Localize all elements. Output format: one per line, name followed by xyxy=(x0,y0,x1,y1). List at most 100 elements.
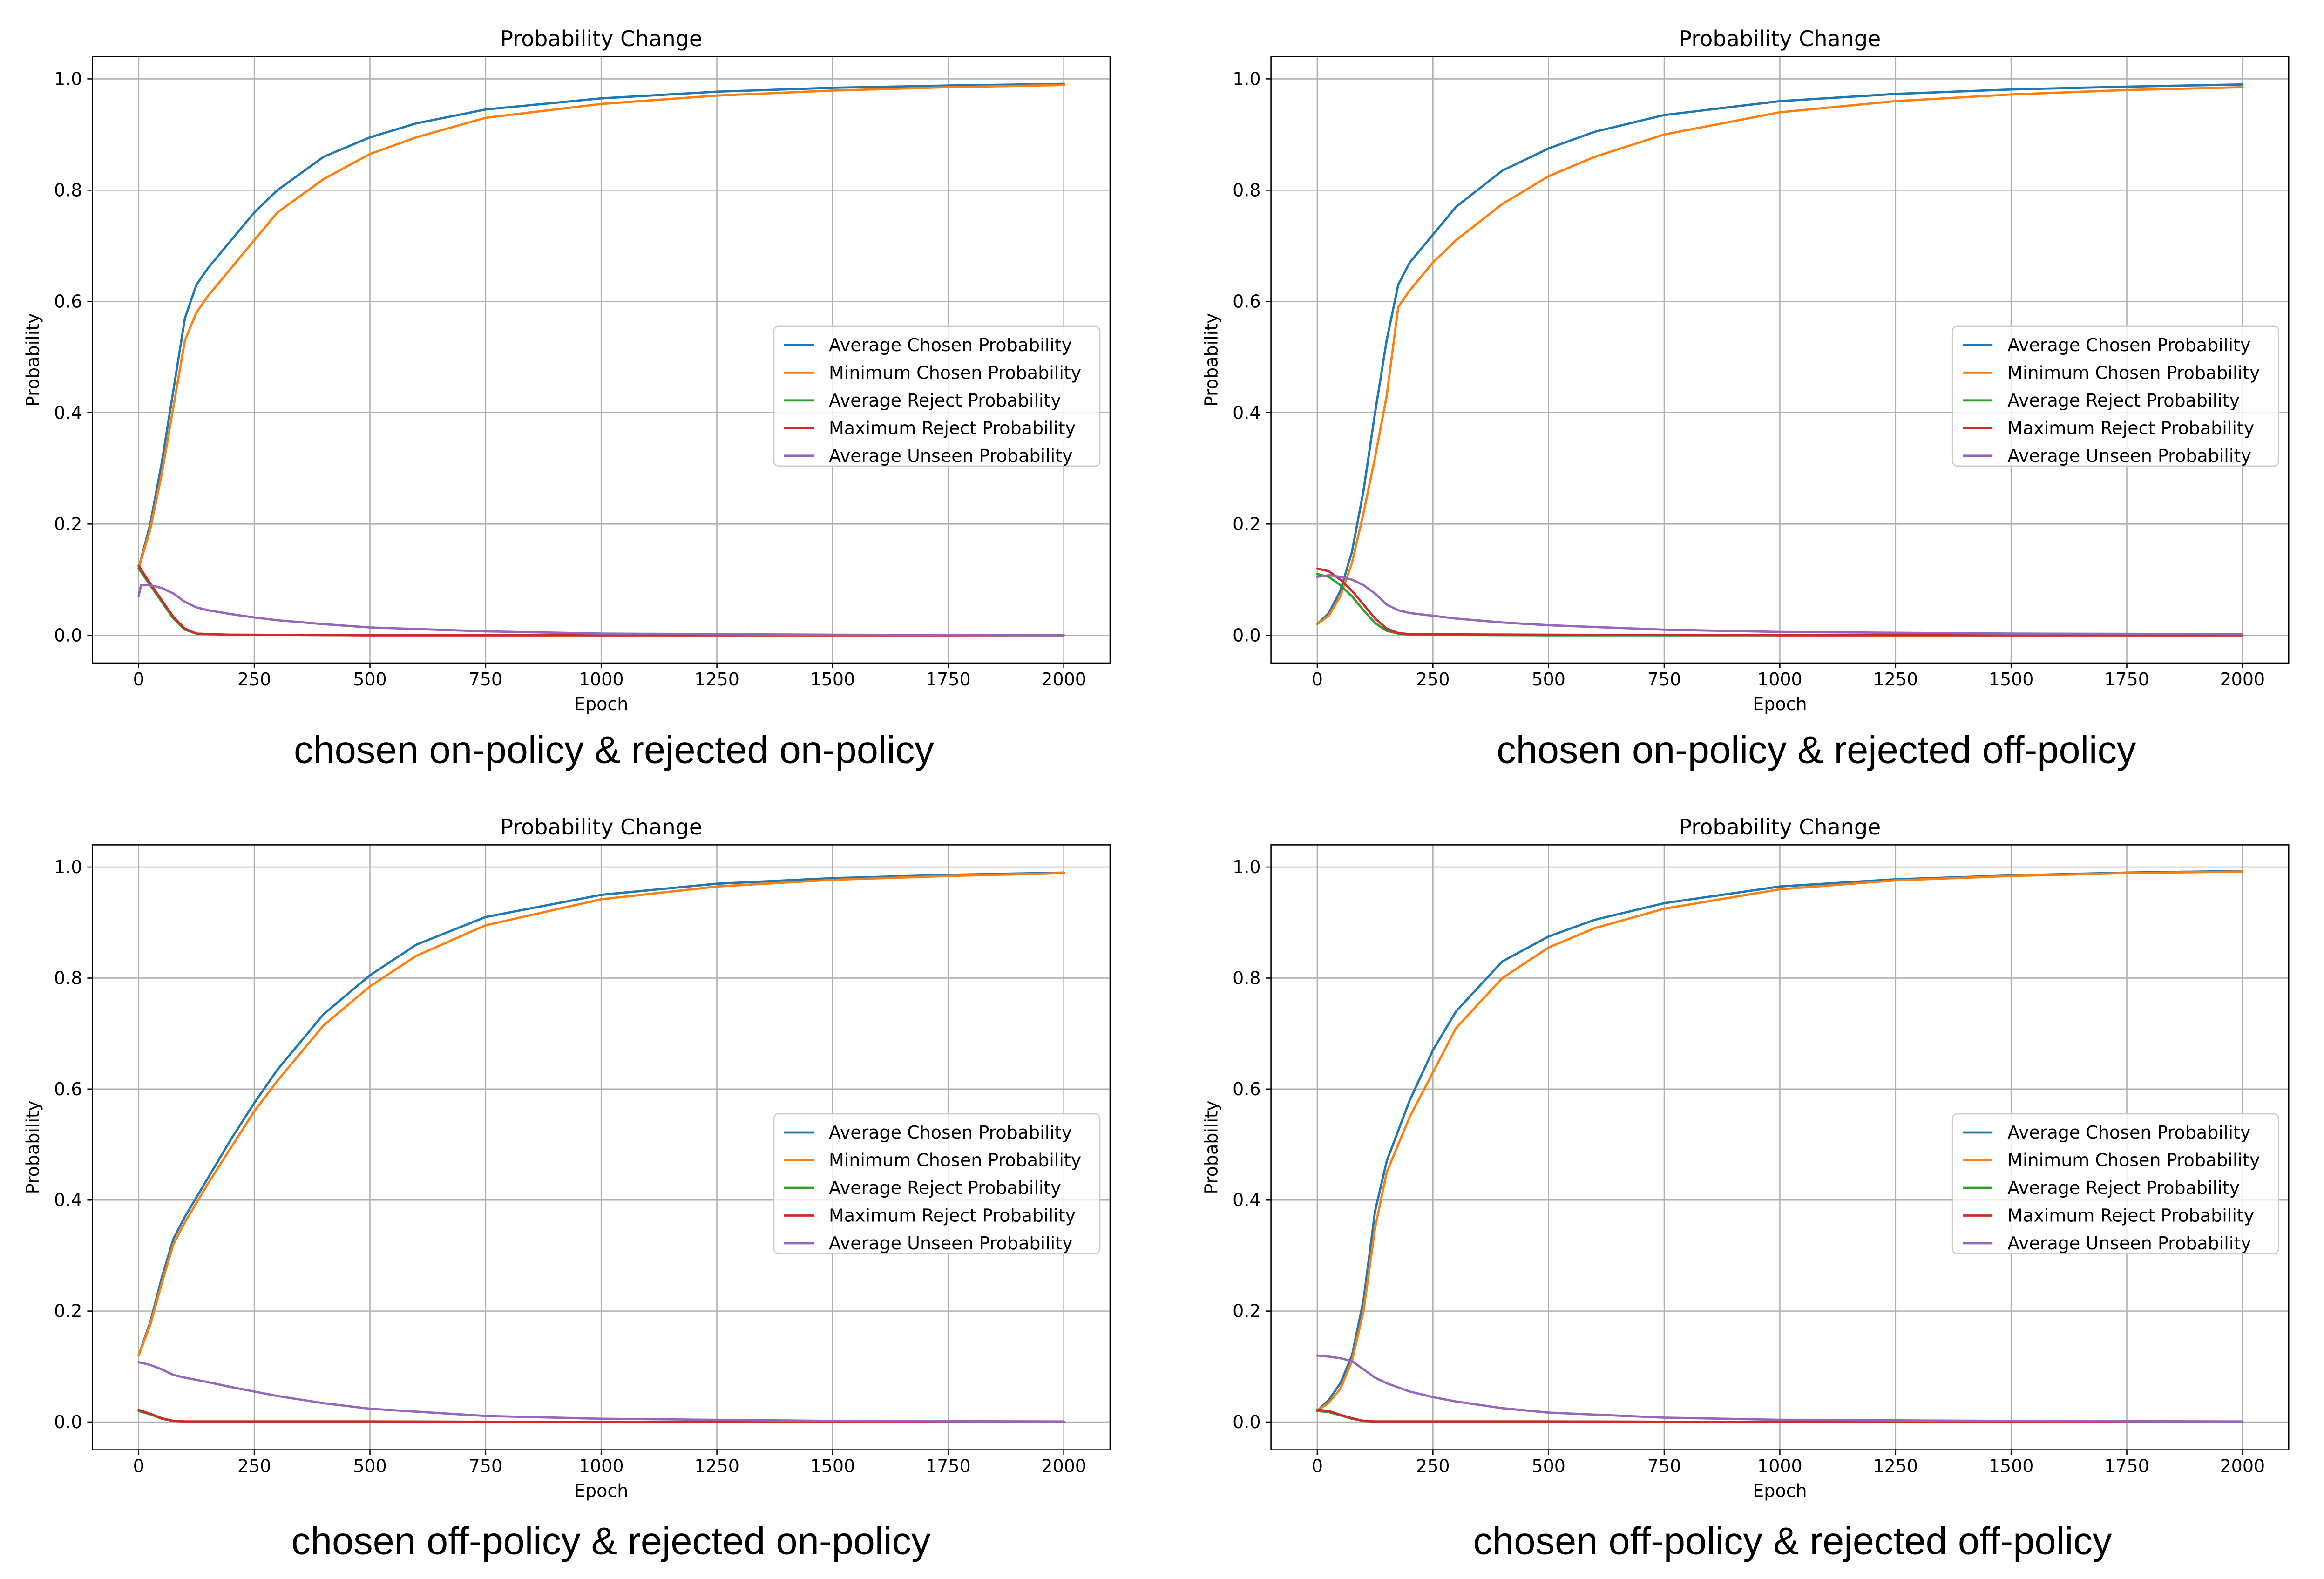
chart-1-caption: chosen on-policy & rejected off-policy xyxy=(1497,728,2136,771)
chart-3-title: Probability Change xyxy=(1679,814,1881,840)
chart-2-series-line-0 xyxy=(137,871,1065,1357)
chart-2-ytick-label-5: 1.0 xyxy=(54,857,82,877)
chart-2-series-line-4 xyxy=(137,1361,1065,1423)
chart-3-ylabel: Probability xyxy=(1201,1101,1222,1194)
chart-0-ylabel: Probability xyxy=(22,313,43,407)
chart-3-xtick-label-2: 500 xyxy=(1531,1456,1565,1477)
chart-3-xtick-label-4: 1000 xyxy=(1757,1456,1802,1477)
chart-1-xtick-label-1: 250 xyxy=(1416,669,1450,690)
chart-3-ytick-label-1: 0.2 xyxy=(1233,1301,1260,1321)
chart-3-legend-label-3: Maximum Reject Probability xyxy=(2007,1206,2254,1226)
chart-3-legend-label-2: Average Reject Probability xyxy=(2007,1178,2240,1198)
chart-3-xtick-label-7: 1750 xyxy=(2104,1456,2149,1477)
chart-2-xtick-label-5: 1250 xyxy=(694,1456,739,1477)
chart-2-caption: chosen off-policy & rejected on-policy xyxy=(291,1519,931,1563)
chart-3-xtick-label-6: 1500 xyxy=(1989,1456,2034,1477)
chart-3-ytick-label-2: 0.4 xyxy=(1233,1190,1260,1210)
chart-0-ytick-label-0: 0.0 xyxy=(54,625,82,645)
chart-3-legend-label-4: Average Unseen Probability xyxy=(2007,1233,2251,1254)
chart-1-ytick-label-1: 0.2 xyxy=(1233,514,1260,534)
chart-2-xtick-label-8: 2000 xyxy=(1041,1456,1086,1477)
chart-2-xtick-label-4: 1000 xyxy=(579,1456,624,1477)
chart-1-legend-label-4: Average Unseen Probability xyxy=(2007,446,2251,466)
chart-0-series-line-1 xyxy=(137,84,1065,570)
chart-1-xtick-label-5: 1250 xyxy=(1873,669,1918,690)
chart-1-xlabel: Epoch xyxy=(1753,694,1807,714)
chart-panel-top-right: 0 250 500 750 1000 1250 1500 1750 2000 0.0 0.2 0.4 0… xyxy=(1201,26,2290,771)
chart-0-xtick-label-7: 1750 xyxy=(926,669,971,690)
chart-2-xtick-label-1: 250 xyxy=(237,1456,271,1477)
chart-1-xtick-label-6: 1500 xyxy=(1989,669,2034,690)
chart-1-legend xyxy=(1951,325,2279,467)
chart-2-ytick-label-3: 0.6 xyxy=(54,1079,82,1099)
chart-0-xtick-label-4: 1000 xyxy=(579,669,624,690)
chart-0-ytick-label-4: 0.8 xyxy=(54,180,82,200)
chart-0-legend-label-3: Maximum Reject Probability xyxy=(829,418,1076,438)
chart-3-caption: chosen off-policy & rejected off-policy xyxy=(1473,1519,2112,1563)
chart-0-title: Probability Change xyxy=(500,26,702,51)
chart-3-xlabel: Epoch xyxy=(1753,1481,1807,1501)
chart-1-legend-label-2: Average Reject Probability xyxy=(2007,390,2240,411)
chart-3-xtick-label-0: 0 xyxy=(1312,1456,1323,1477)
chart-0-xtick-label-2: 500 xyxy=(353,669,387,690)
chart-0-series-line-0 xyxy=(137,82,1065,570)
chart-0-xtick-label-3: 750 xyxy=(469,669,503,690)
chart-0-xlabel: Epoch xyxy=(574,694,628,714)
chart-2-xtick-label-3: 750 xyxy=(469,1456,503,1477)
chart-2-title: Probability Change xyxy=(500,814,702,840)
chart-1-xtick-label-4: 1000 xyxy=(1757,669,1802,690)
chart-2-xtick-label-6: 1500 xyxy=(810,1456,855,1477)
chart-panel-top-left: 0 250 500 750 1000 1250 1500 1750 2000 0.0 0.2 0.4 0… xyxy=(22,26,1111,771)
chart-2-xlabel: Epoch xyxy=(574,1481,628,1501)
chart-1-legend-label-1: Minimum Chosen Probability xyxy=(2007,362,2260,383)
chart-1-ytick-label-5: 1.0 xyxy=(1233,68,1260,89)
chart-1-title: Probability Change xyxy=(1679,26,1881,51)
chart-0-legend-label-4: Average Unseen Probability xyxy=(829,446,1073,466)
chart-2-ytick-label-2: 0.4 xyxy=(54,1190,82,1210)
chart-2-series-line-1 xyxy=(137,872,1065,1357)
chart-0-ytick-label-3: 0.6 xyxy=(54,291,82,312)
chart-2-ytick-label-0: 0.0 xyxy=(54,1412,82,1432)
chart-3-xtick-label-3: 750 xyxy=(1647,1456,1681,1477)
chart-2-legend-label-3: Maximum Reject Probability xyxy=(829,1206,1076,1226)
chart-0-legend-label-1: Minimum Chosen Probability xyxy=(829,362,1081,383)
chart-0-ytick-label-2: 0.4 xyxy=(54,402,82,423)
chart-2-legend-label-1: Minimum Chosen Probability xyxy=(829,1150,1081,1171)
chart-1-ytick-label-2: 0.4 xyxy=(1233,402,1260,423)
chart-1-series-line-3 xyxy=(1316,567,2244,637)
chart-1-series-line-4 xyxy=(1316,574,2244,636)
chart-2-ytick-label-1: 0.2 xyxy=(54,1301,82,1321)
chart-0-legend-label-0: Average Chosen Probability xyxy=(829,335,1072,355)
chart-1-xtick-label-7: 1750 xyxy=(2104,669,2149,690)
chart-3-ytick-label-3: 0.6 xyxy=(1233,1079,1260,1099)
chart-2-xtick-label-2: 500 xyxy=(353,1456,387,1477)
chart-3-legend-label-1: Minimum Chosen Probability xyxy=(2007,1150,2260,1171)
chart-3-series-line-3 xyxy=(1316,1409,2244,1423)
chart-3-ytick-label-0: 0.0 xyxy=(1233,1412,1260,1432)
chart-1-xtick-label-0: 0 xyxy=(1312,669,1323,690)
chart-0-caption: chosen on-policy & rejected on-policy xyxy=(294,728,934,771)
chart-0-ytick-label-5: 1.0 xyxy=(54,68,82,89)
chart-1-ylabel: Probability xyxy=(1201,313,1222,407)
chart-1-series-line-0 xyxy=(1316,83,2244,625)
chart-2-legend xyxy=(773,1113,1101,1254)
chart-3-xtick-label-1: 250 xyxy=(1416,1456,1450,1477)
chart-2-ylabel: Probability xyxy=(22,1101,43,1194)
chart-1-ytick-label-0: 0.0 xyxy=(1233,625,1260,645)
chart-0-legend xyxy=(773,325,1101,467)
chart-0-xtick-label-0: 0 xyxy=(133,669,144,690)
chart-2-legend-label-4: Average Unseen Probability xyxy=(829,1233,1073,1254)
chart-2-ytick-label-4: 0.8 xyxy=(54,968,82,988)
chart-2-legend-label-0: Average Chosen Probability xyxy=(829,1122,1072,1143)
chart-3-ytick-label-5: 1.0 xyxy=(1233,857,1260,877)
chart-panel-bottom-right: 0 250 500 750 1000 1250 1500 1750 2000 0.0 0.2 0.4 0… xyxy=(1201,814,2290,1563)
chart-1-xtick-label-8: 2000 xyxy=(2220,669,2265,690)
chart-1-ytick-label-3: 0.6 xyxy=(1233,291,1260,312)
chart-1-xtick-label-3: 750 xyxy=(1647,669,1681,690)
chart-0-xtick-label-8: 2000 xyxy=(1041,669,1086,690)
chart-3-legend xyxy=(1951,1113,2279,1254)
chart-0-ytick-label-1: 0.2 xyxy=(54,514,82,534)
chart-0-series-line-3 xyxy=(137,564,1065,637)
chart-0-xtick-label-5: 1250 xyxy=(694,669,739,690)
